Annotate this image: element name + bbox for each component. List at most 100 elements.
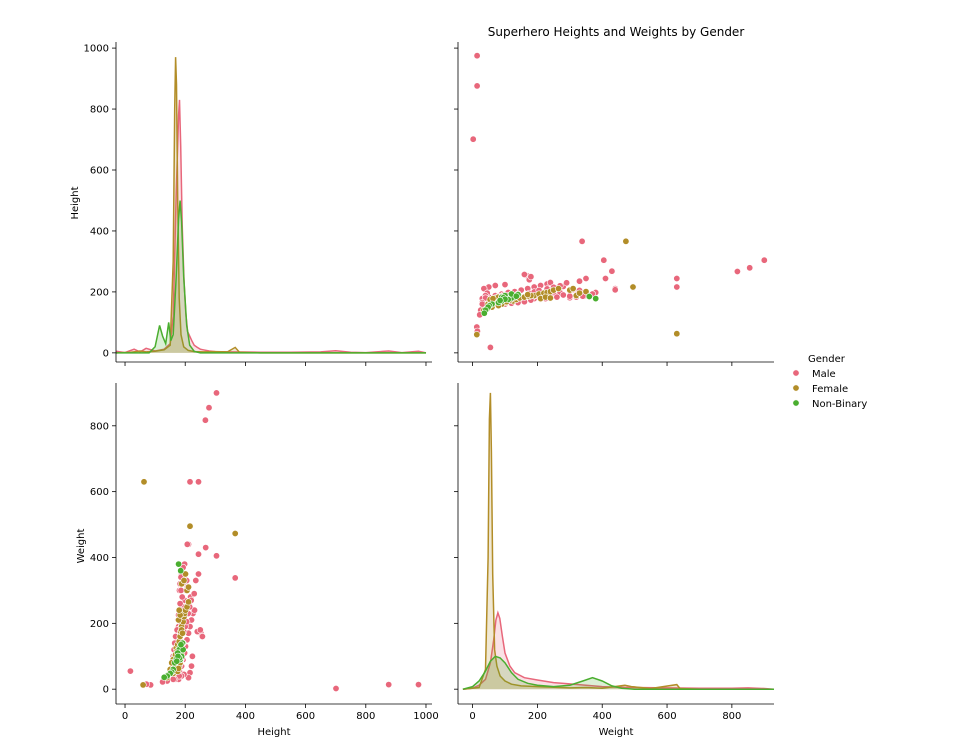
p01-point-non-binary — [480, 309, 488, 317]
p00-kde-fill-non-binary — [116, 200, 426, 353]
p10-point-male — [205, 404, 213, 412]
p10-point-male — [195, 570, 203, 578]
p01-point-male — [601, 274, 609, 282]
xtick-label-height-0: 0 — [122, 711, 128, 722]
p01-point-female — [524, 291, 532, 299]
p10-point-male — [414, 681, 422, 689]
xtick-label-weight-400: 400 — [593, 711, 612, 722]
p00-kde-line-female — [115, 57, 426, 354]
p10-point-female — [185, 583, 193, 591]
p10-point-non-binary — [160, 673, 168, 681]
p11-kde-fill-male — [462, 612, 774, 690]
p10-point-non-binary — [177, 641, 185, 649]
p01-point-male — [527, 273, 535, 281]
panel-height-height-kde: 0 200 400 600 800 1000 — [84, 42, 432, 366]
p10-point-male — [190, 590, 198, 598]
p10-point-male — [188, 652, 196, 660]
p10-point-female — [175, 606, 183, 614]
p10-point-male — [188, 662, 196, 670]
p01-point-male — [559, 291, 567, 299]
p11-kde-line-non-binary — [462, 655, 774, 690]
p10-point-male — [176, 600, 184, 608]
p10-point-male — [177, 586, 185, 594]
xtick-label-height-800: 800 — [356, 711, 375, 722]
p10-point-male — [195, 478, 203, 486]
p10-point-female — [140, 478, 148, 486]
p01-point-female — [575, 289, 583, 297]
ytick-label-height-600: 600 — [90, 166, 109, 177]
p10-point-female — [231, 529, 239, 537]
xtick-label-height-1000: 1000 — [413, 711, 438, 722]
p01-point-female — [622, 237, 630, 245]
legend-label-female: Female — [812, 384, 848, 395]
p10-point-male — [183, 540, 191, 548]
p10-point-female — [186, 522, 194, 530]
xlabel-weight: Weight — [599, 727, 634, 738]
legend-marker-female — [792, 384, 800, 392]
p01-point-male — [478, 300, 486, 308]
p00-kde-line-non-binary — [116, 200, 426, 354]
p11-kde-fill-female — [462, 392, 774, 690]
p01-point-male — [553, 293, 561, 301]
p01-point-male — [578, 237, 586, 245]
p01-point-non-binary — [585, 292, 593, 300]
p01-point-non-binary — [592, 295, 600, 303]
p01-point-male — [582, 274, 590, 282]
p01-point-female — [569, 285, 577, 293]
p01-point-male — [611, 286, 619, 294]
p10-point-female — [179, 629, 187, 637]
p01-point-male — [563, 279, 571, 287]
ylabel-height: Height — [70, 186, 81, 219]
xtick-label-weight-0: 0 — [469, 711, 475, 722]
p01-point-male — [473, 52, 481, 60]
p01-point-male — [473, 82, 481, 90]
p01-point-female — [546, 294, 554, 302]
p10-point-non-binary — [175, 560, 183, 568]
p10-point-male — [213, 552, 221, 560]
p01-point-male — [566, 292, 574, 300]
p10-point-male — [213, 389, 221, 397]
p10-point-male — [201, 416, 209, 424]
p01-point-male — [469, 135, 477, 143]
p10-point-male — [198, 632, 206, 640]
p10-point-male — [231, 574, 239, 582]
p10-point-male — [178, 593, 186, 601]
p01-point-male — [746, 264, 754, 272]
ytick-label-weight-400: 400 — [90, 553, 109, 564]
ytick-label-weight-800: 800 — [90, 421, 109, 432]
p10-point-male — [192, 576, 200, 584]
p01-point-male — [501, 281, 509, 289]
p10-point-male — [195, 550, 203, 558]
p01-point-male — [575, 277, 583, 285]
p10-point-female — [182, 570, 190, 578]
p01-point-male — [486, 343, 494, 351]
xtick-label-weight-600: 600 — [657, 711, 676, 722]
legend: Gender Male Female Non-Binary — [792, 354, 867, 410]
p10-point-male — [385, 681, 393, 689]
p00-kde-fill-female — [116, 57, 426, 353]
panel-weight-height-scatter — [454, 42, 774, 366]
p10-point-female — [185, 598, 193, 606]
p01-point-male — [733, 267, 741, 275]
p10-point-non-binary — [177, 567, 185, 575]
p01-point-female — [582, 288, 590, 296]
legend-label-male: Male — [812, 369, 836, 380]
panel-height-weight-scatter: 0 200 400 600 800 1000 0 200 400 600 800 — [90, 383, 439, 722]
p01-point-female — [473, 331, 481, 339]
p01-point-non-binary — [496, 296, 504, 304]
p10-point-non-binary — [173, 657, 181, 665]
xtick-label-height-200: 200 — [176, 711, 195, 722]
ytick-label-height-1000: 1000 — [84, 44, 109, 55]
p10-point-female — [180, 576, 188, 584]
panel-weight-weight-kde: 0 200 400 600 800 — [454, 383, 775, 722]
p01-point-male — [673, 283, 681, 291]
p01-point-non-binary — [512, 292, 520, 300]
p01-point-male — [608, 267, 616, 275]
p01-point-male — [491, 281, 499, 289]
p00-kde-line-male — [115, 99, 427, 354]
ytick-label-weight-200: 200 — [90, 619, 109, 630]
ytick-label-weight-0: 0 — [103, 685, 109, 696]
ytick-label-height-800: 800 — [90, 105, 109, 116]
p01-point-female — [554, 285, 562, 293]
